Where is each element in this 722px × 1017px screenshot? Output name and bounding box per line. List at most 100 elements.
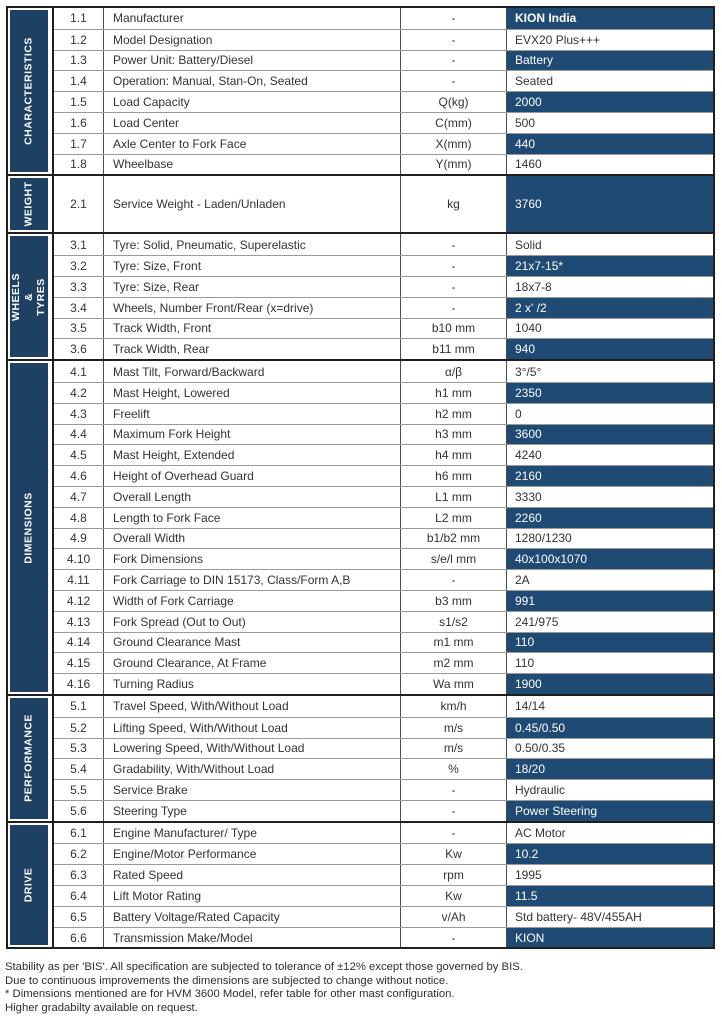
row-unit: α/β	[401, 361, 507, 382]
row-label: Manufacturer	[104, 8, 401, 29]
row-unit: -	[401, 234, 507, 256]
table-row: 2.1 Service Weight - Laden/Unladen kg 3760	[54, 176, 713, 233]
footer-note: Higher gradabilty available on request.	[5, 1001, 198, 1014]
section-sidebar-block: PERFORMANCE	[10, 697, 48, 819]
row-unit: h1 mm	[401, 382, 507, 403]
row-value: AC Motor	[515, 826, 566, 841]
row-number: 1.4	[54, 71, 104, 92]
section-label: WEIGHT	[22, 181, 35, 227]
table-row: 4.6 Height of Overhead Guard h6 mm 2160	[54, 465, 713, 486]
row-number: 4.2	[54, 382, 104, 403]
row-unit: m2 mm	[401, 653, 507, 674]
row-unit: -	[401, 71, 507, 92]
row-number: 4.3	[54, 403, 104, 424]
row-unit: -	[401, 29, 507, 50]
row-label: Fork Spread (Out to Out)	[104, 611, 401, 632]
specification-table: CHARACTERISTICS 1.1 Manufacturer - KION Indi…	[6, 6, 715, 950]
row-label: Wheelbase	[104, 154, 401, 175]
table-row: 1.5 Load Capacity Q(kg) 2000	[54, 91, 713, 112]
table-section: CHARACTERISTICS 1.1 Manufacturer - KION Indi…	[8, 8, 713, 175]
row-label: Gradability, With/Without Load	[104, 759, 401, 780]
row-label: Tyre: Size, Front	[104, 256, 401, 276]
row-number: 5.4	[54, 759, 104, 780]
row-value: 11.5	[507, 886, 713, 906]
row-number: 4.14	[54, 632, 104, 653]
table-section: PERFORMANCE 5.1 Travel Speed, With/Without…	[8, 693, 713, 821]
table-row: 4.8 Length to Fork Face L2 mm 2260	[54, 506, 713, 528]
table-row: 4.13 Fork Spread (Out to Out) s1/s2 241/975	[54, 610, 713, 632]
row-unit: m/s	[401, 738, 507, 759]
row-label: Mast Height, Lowered	[104, 382, 401, 403]
row-unit: h3 mm	[401, 424, 507, 445]
table-row: 5.6 Steering Type - Power Steering	[54, 799, 713, 821]
table-row: 4.15 Ground Clearance, At Frame m2 mm 110	[54, 652, 713, 674]
row-label: Transmission Make/Model	[104, 927, 401, 948]
row-value: 2000	[507, 92, 713, 112]
row-value: Std battery- 48V/455AH	[515, 909, 642, 924]
row-value: 4240	[515, 448, 542, 463]
row-unit: b3 mm	[401, 590, 507, 611]
row-unit: L1 mm	[401, 486, 507, 507]
section-sidebar-cell: DRIVE	[8, 822, 54, 948]
row-number: 5.1	[54, 695, 104, 717]
row-unit: -	[401, 276, 507, 297]
table-row: 3.1 Tyre: Solid, Pneumatic, Superelastic -…	[54, 234, 713, 256]
row-unit: Kw	[401, 844, 507, 865]
footer-note: * Dimensions mentioned are for HVM 3600 …	[5, 988, 455, 1001]
row-unit: v/Ah	[401, 906, 507, 927]
row-unit: h4 mm	[401, 445, 507, 466]
row-label: Model Designation	[104, 29, 401, 50]
section-sidebar-cell: CHARACTERISTICS	[8, 8, 54, 175]
table-row: 5.1 Travel Speed, With/Without Load km/h 14…	[54, 695, 713, 717]
section-sidebar-cell: WHEELS & TYRES	[8, 234, 54, 360]
row-number: 4.10	[54, 549, 104, 570]
table-section: WEIGHT 2.1 Service Weight - Laden/Unladen k…	[8, 174, 713, 233]
row-value: EVX20 Plus+++	[515, 32, 601, 47]
row-unit: m/s	[401, 717, 507, 738]
row-unit: h2 mm	[401, 403, 507, 424]
table-row: 6.3 Rated Speed rpm 1995	[54, 864, 713, 886]
table-row: 1.6 Load Center C(mm) 500	[54, 111, 713, 133]
row-unit: rpm	[401, 865, 507, 886]
row-value: 14/14	[515, 699, 546, 714]
row-label: Load Capacity	[104, 92, 401, 112]
section-label: CHARACTERISTICS	[22, 37, 35, 146]
table-row: 6.4 Lift Motor Rating Kw 11.5	[54, 885, 713, 906]
row-number: 1.6	[54, 112, 104, 133]
section-sidebar-cell: WEIGHT	[8, 176, 54, 233]
table-row: 5.2 Lifting Speed, With/Without Load m/s 0.…	[54, 716, 713, 738]
section-sidebar-block: DRIVE	[10, 824, 48, 946]
section-sidebar-block: WEIGHT	[10, 178, 48, 231]
row-unit: -	[401, 8, 507, 29]
row-value: 241/975	[515, 614, 559, 629]
row-value: 3600	[507, 424, 713, 445]
row-unit: Q(kg)	[401, 92, 507, 112]
row-label: Lifting Speed, With/Without Load	[104, 717, 401, 738]
row-label: Width of Fork Carriage	[104, 590, 401, 611]
row-value: 2260	[507, 507, 713, 528]
table-section: DIMENSIONS 4.1 Mast Tilt, Forward/Backward…	[8, 359, 713, 694]
table-row: 4.4 Maximum Fork Height h3 mm 3600	[54, 423, 713, 445]
row-number: 1.8	[54, 154, 104, 175]
row-unit: b11 mm	[401, 339, 507, 360]
row-unit: Wa mm	[401, 674, 507, 694]
row-number: 3.5	[54, 318, 104, 339]
section-sidebar-block: WHEELS & TYRES	[10, 236, 48, 358]
row-unit: -	[401, 927, 507, 948]
table-row: 1.3 Power Unit: Battery/Diesel - Battery	[54, 49, 713, 71]
row-number: 1.5	[54, 92, 104, 112]
table-row: 4.1 Mast Tilt, Forward/Backward α/β 3°/5°	[54, 361, 713, 382]
row-number: 4.7	[54, 486, 104, 507]
row-label: Ground Clearance, At Frame	[104, 653, 401, 674]
row-number: 6.4	[54, 886, 104, 906]
table-row: 6.5 Battery Voltage/Rated Capacity v/Ah Std…	[54, 905, 713, 927]
row-label: Height of Overhead Guard	[104, 466, 401, 486]
row-value: KION India	[507, 8, 713, 29]
table-row: 4.12 Width of Fork Carriage b3 mm 991	[54, 589, 713, 611]
row-value: 0	[515, 406, 522, 421]
row-value: 991	[507, 590, 713, 611]
table-row: 3.4 Wheels, Number Front/Rear (x=drive) -2…	[54, 296, 713, 318]
row-number: 3.6	[54, 339, 104, 360]
section-label: DIMENSIONS	[22, 491, 35, 564]
row-label: Track Width, Front	[104, 318, 401, 339]
